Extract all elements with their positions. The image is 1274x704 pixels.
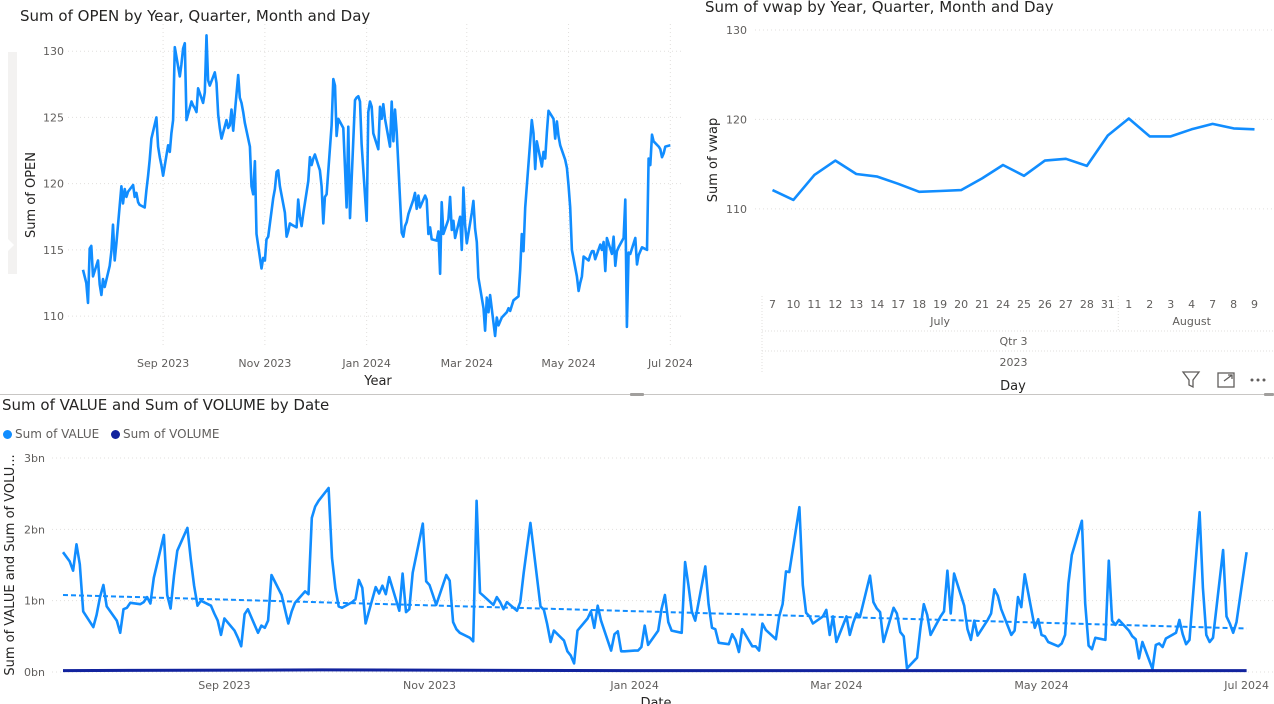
expand-arrow-icon[interactable] (8, 239, 14, 251)
day-tick-label: 19 (933, 298, 947, 311)
x-axis-title: Date (640, 696, 671, 704)
x-tick-label: Jul 2024 (1223, 679, 1269, 692)
x-tick-label: May 2024 (541, 357, 595, 370)
legend-item-volume[interactable]: Sum of VOLUME (111, 427, 219, 441)
vwap-series-line (771, 117, 1255, 202)
y-tick-label: 130 (726, 24, 747, 37)
y-tick-label: 1bn (24, 595, 45, 608)
x-tick-label: Jul 2024 (647, 357, 693, 370)
day-tick-label: 24 (996, 298, 1010, 311)
y-tick-label: 125 (43, 111, 64, 124)
x-axis-title: Year (363, 374, 392, 389)
day-tick-label: 28 (1080, 298, 1094, 311)
day-tick-label: 8 (1230, 298, 1237, 311)
vwap-chart-title: Sum of vwap by Year, Quarter, Month and … (705, 0, 1054, 16)
visual-header-icons (1180, 370, 1274, 390)
x-tick-label: Nov 2023 (238, 357, 291, 370)
x-tick-label: May 2024 (1014, 679, 1068, 692)
day-tick-label: 1 (1125, 298, 1132, 311)
month-tick-label: July (929, 315, 950, 328)
y-tick-label: 110 (43, 310, 64, 323)
y-axis-title: Sum of OPEN (24, 152, 39, 238)
y-tick-label: 120 (43, 178, 64, 191)
day-tick-label: 26 (1038, 298, 1052, 311)
y-axis-title: Sum of VALUE and Sum of VOLU... (3, 454, 18, 675)
legend-dot-value (3, 430, 12, 439)
value-volume-visual[interactable]: Sum of VALUE and Sum of VOLUME by Date S… (0, 395, 1274, 704)
filter-icon[interactable] (1181, 371, 1201, 389)
open-visual[interactable]: Sum of OPEN by Year, Quarter, Month and … (0, 0, 700, 394)
value-volume-line-chart: 0bn 1bn 2bn 3bn Sep 2023 Nov 2023 Jan 2024 Mar … (3, 452, 1274, 704)
value-chart-title: Sum of VALUE and Sum of VOLUME by Date (2, 396, 330, 414)
legend-item-value[interactable]: Sum of VALUE (3, 427, 99, 441)
y-tick-label: 3bn (24, 452, 45, 465)
day-tick-label: 4 (1188, 298, 1195, 311)
vwap-visual[interactable]: Sum of vwap by Year, Quarter, Month and … (700, 0, 1274, 394)
x-tick-label: Sep 2023 (198, 679, 250, 692)
x-tick-label: Jan 2024 (609, 679, 658, 692)
day-tick-label: 18 (912, 298, 926, 311)
year-tick-label: 2023 (1000, 356, 1028, 369)
quarter-tick-label: Qtr 3 (1000, 335, 1028, 348)
day-tick-label: 17 (891, 298, 905, 311)
legend-label-volume: Sum of VOLUME (123, 427, 220, 441)
x-tick-label: Nov 2023 (403, 679, 456, 692)
day-tick-label: 9 (1251, 298, 1258, 311)
y-tick-label: 2bn (24, 523, 45, 536)
x-axis-title: Day (1000, 379, 1026, 394)
value-trend-line (62, 594, 1247, 630)
y-axis-title: Sum of vwap (706, 118, 721, 203)
x-tick-label: Jan 2024 (341, 357, 390, 370)
more-options-icon[interactable] (1250, 378, 1266, 382)
resize-handle-right[interactable] (1264, 393, 1274, 396)
legend-dot-volume (111, 430, 121, 439)
day-tick-label: 14 (870, 298, 884, 311)
day-tick-label: 31 (1101, 298, 1115, 311)
day-tick-label: 27 (1059, 298, 1073, 311)
day-tick-label: 7 (769, 298, 776, 311)
day-tick-label: 2 (1146, 298, 1153, 311)
y-tick-label: 120 (726, 113, 747, 126)
x-tick-label: Sep 2023 (137, 357, 189, 370)
open-series-line (81, 33, 671, 338)
value-series-line (61, 486, 1248, 671)
month-tick-label: August (1172, 315, 1211, 328)
day-tick-label: 3 (1167, 298, 1174, 311)
open-chart-title: Sum of OPEN by Year, Quarter, Month and … (20, 7, 371, 25)
day-tick-label: 10 (786, 298, 800, 311)
day-tick-label: 25 (1017, 298, 1031, 311)
resize-handle-left[interactable] (630, 393, 644, 396)
legend: Sum of VALUE Sum of VOLUME (3, 427, 227, 441)
y-tick-label: 130 (43, 45, 64, 58)
volume-series-line (62, 668, 1247, 673)
y-tick-label: 115 (43, 244, 64, 257)
day-tick-label: 7 (1209, 298, 1216, 311)
y-tick-label: 0bn (24, 666, 45, 679)
x-tick-label: Mar 2024 (441, 357, 493, 370)
focus-mode-icon[interactable] (1217, 372, 1235, 388)
day-tick-label: 20 (954, 298, 968, 311)
day-tick-label: 12 (828, 298, 842, 311)
scroll-thumb[interactable] (8, 52, 17, 274)
day-tick-label: 11 (807, 298, 821, 311)
day-tick-label: 13 (849, 298, 863, 311)
x-tick-label: Mar 2024 (810, 679, 862, 692)
open-line-chart: 110 115 120 125 130 Sep 2023 Nov 2023 Jan 2024 M… (24, 24, 693, 389)
day-tick-label: 21 (975, 298, 989, 311)
y-tick-label: 110 (726, 203, 747, 216)
legend-label-value: Sum of VALUE (15, 427, 100, 441)
